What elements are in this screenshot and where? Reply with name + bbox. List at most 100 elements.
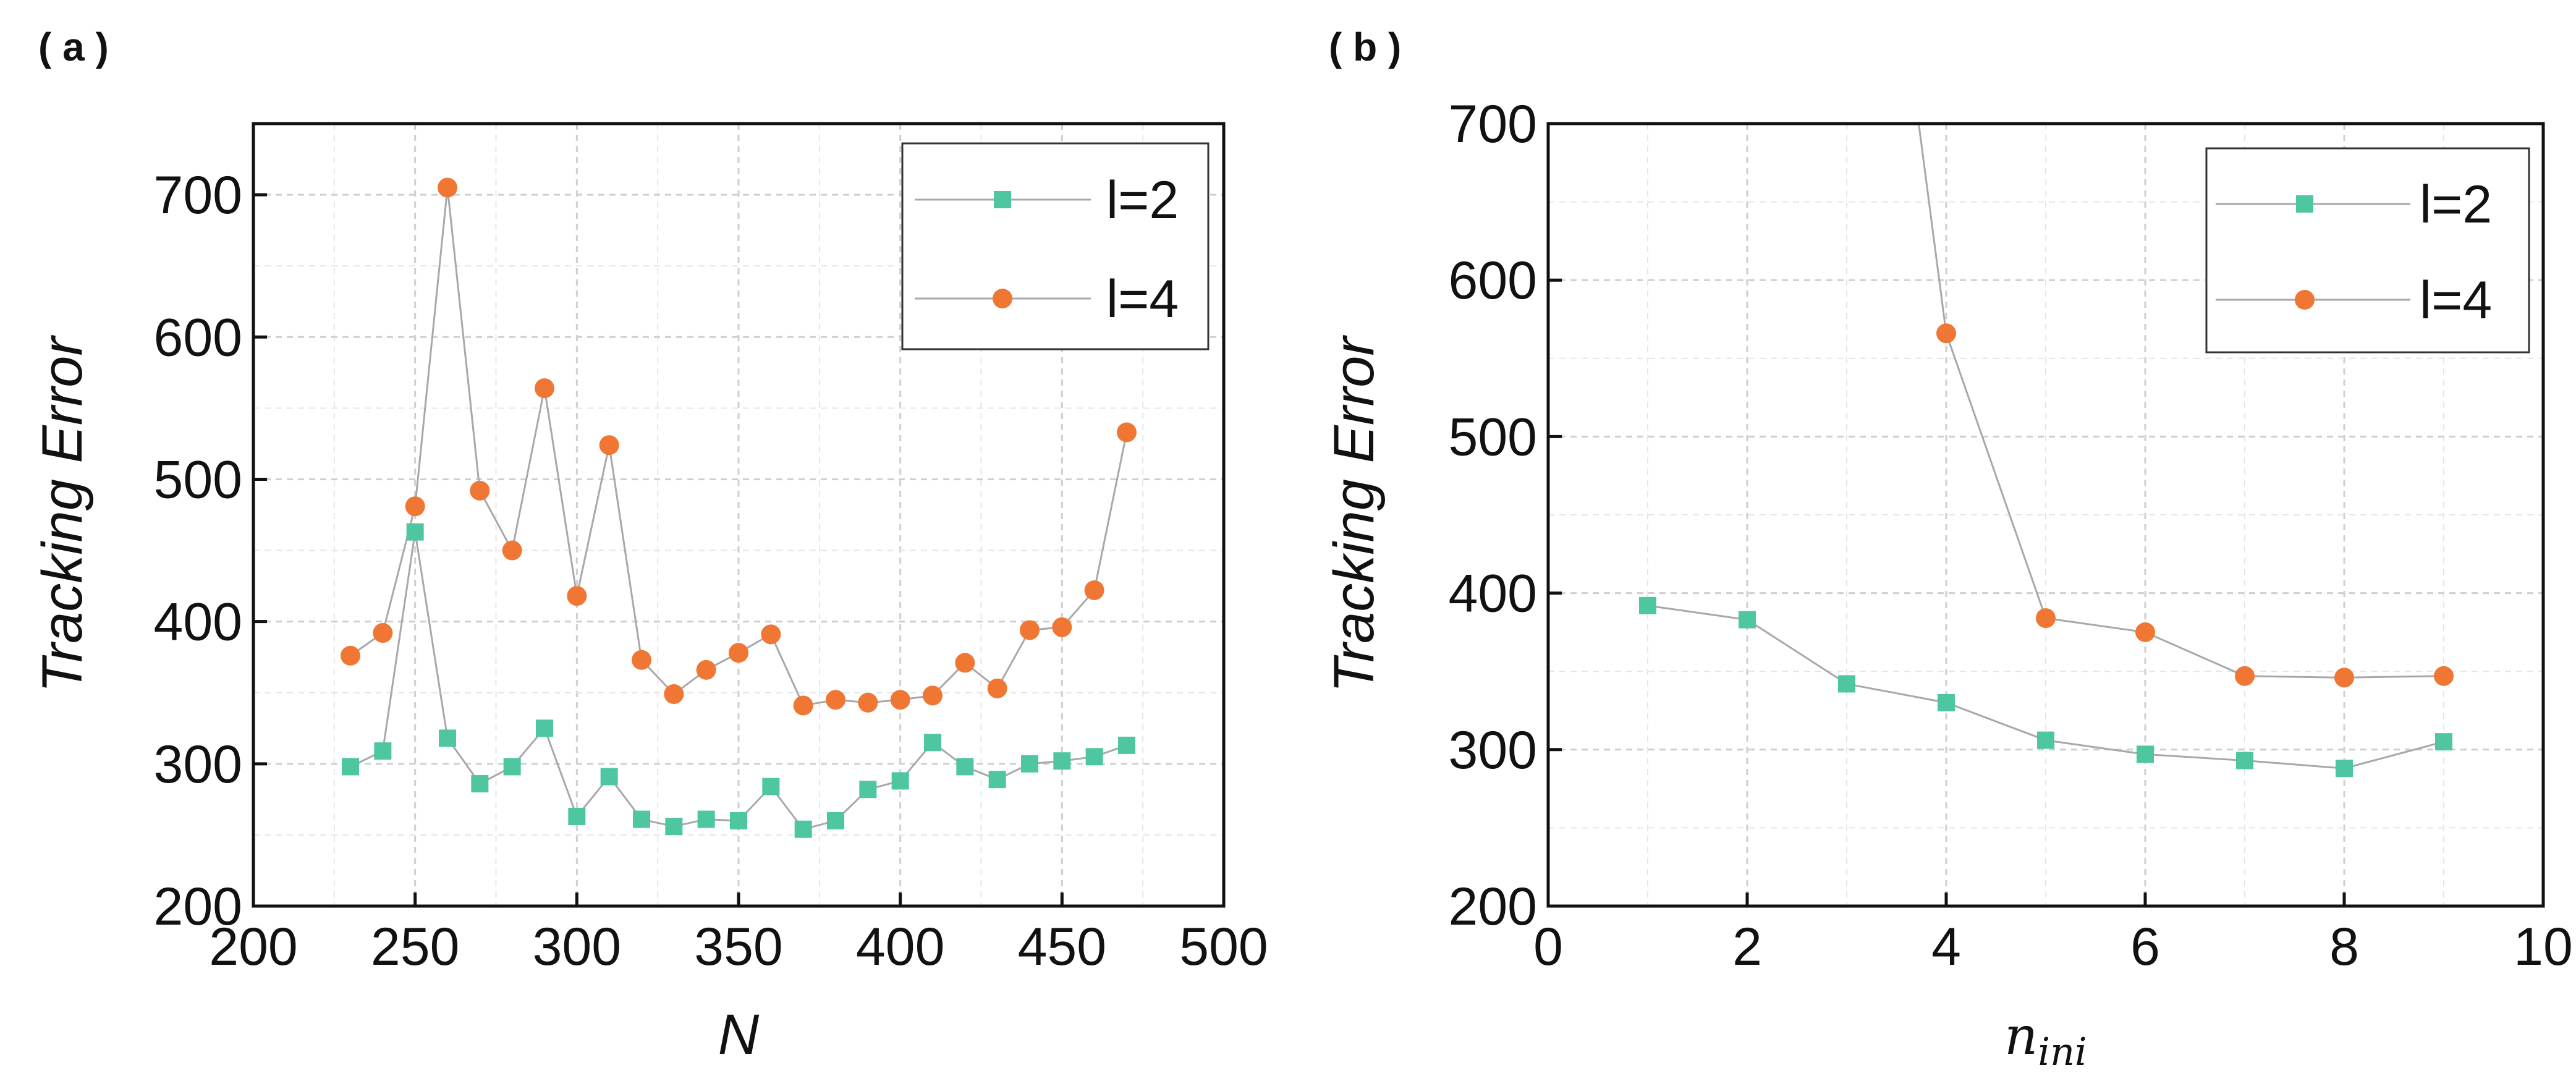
y-tick-label: 300 xyxy=(154,735,243,794)
data-point-l2 xyxy=(762,778,780,795)
y-tick-label: 400 xyxy=(1449,564,1538,624)
panel-a-legend-marker-l2 xyxy=(994,191,1011,208)
data-point-l2 xyxy=(891,772,909,790)
panel-b-legend-marker-l4 xyxy=(2295,290,2315,310)
data-point-l2 xyxy=(1118,736,1135,754)
data-point-l2 xyxy=(633,810,650,828)
data-point-l4 xyxy=(729,643,748,663)
data-point-l2 xyxy=(2435,733,2452,751)
data-point-l4 xyxy=(826,690,845,710)
data-point-l4 xyxy=(2036,608,2056,629)
data-point-l4 xyxy=(599,435,619,456)
data-point-l2 xyxy=(665,818,683,836)
panel-b-plot-frame xyxy=(1546,122,2545,908)
panel-a-legend-frame xyxy=(901,142,1210,350)
data-point-l2 xyxy=(1021,755,1038,773)
data-point-l4 xyxy=(923,685,943,706)
data-point-l4 xyxy=(1936,323,1956,344)
data-point-l4 xyxy=(664,684,684,705)
panel-a-ticks xyxy=(252,193,1226,908)
data-point-l2 xyxy=(600,768,618,786)
y-tick-label: 500 xyxy=(1449,407,1538,467)
data-point-l4 xyxy=(890,690,910,710)
data-point-l4 xyxy=(858,692,878,713)
data-point-l4 xyxy=(535,378,554,399)
data-point-l4 xyxy=(793,695,813,716)
data-point-l2 xyxy=(374,742,392,760)
data-point-l2 xyxy=(342,758,359,776)
y-tick-label: 400 xyxy=(154,593,243,652)
y-tick-label: 600 xyxy=(1449,251,1538,310)
panel-a-legend: l=2 l=4 xyxy=(901,142,1210,350)
data-point-l4 xyxy=(632,650,651,670)
data-point-l4 xyxy=(1084,580,1104,600)
y-tick-label: 200 xyxy=(1449,877,1538,936)
x-tick-label: 0 xyxy=(1533,917,1563,977)
data-point-l4 xyxy=(567,586,587,606)
x-tick-label: 2 xyxy=(1732,917,1762,977)
y-tick-label: 700 xyxy=(154,166,243,225)
data-point-l2 xyxy=(956,758,974,776)
data-point-l2 xyxy=(503,758,521,776)
y-tick-label: 700 xyxy=(1449,95,1538,154)
x-tick-label: 500 xyxy=(1179,917,1268,977)
panel-b-legend-label-l2: l=2 xyxy=(2420,175,2492,234)
data-point-l2 xyxy=(730,812,747,829)
data-point-l2 xyxy=(1085,748,1103,766)
panel-b-x-axis-title-base: n xyxy=(2004,1006,2038,1066)
data-point-l2 xyxy=(2336,760,2353,778)
data-point-l4 xyxy=(696,659,716,680)
data-point-l4 xyxy=(1052,617,1072,637)
data-point-l4 xyxy=(2334,668,2354,688)
x-tick-label: 250 xyxy=(371,917,460,977)
y-tick-label: 300 xyxy=(1449,721,1538,780)
data-point-l2 xyxy=(1938,693,1955,711)
data-point-l2 xyxy=(2037,731,2054,749)
x-tick-label: 6 xyxy=(2130,917,2160,977)
x-tick-label: 200 xyxy=(209,917,298,977)
data-point-l4 xyxy=(955,653,975,673)
x-tick-label: 4 xyxy=(1931,917,1961,977)
panel-b-legend-label-l4: l=4 xyxy=(2420,271,2492,330)
panel-b-legend-frame xyxy=(2205,147,2530,354)
data-point-l2 xyxy=(2236,752,2253,769)
data-point-l4 xyxy=(1117,422,1137,443)
data-point-l2 xyxy=(859,781,877,799)
x-tick-label: 400 xyxy=(856,917,945,977)
panel-a-label: ( a ) xyxy=(38,25,109,69)
data-point-l2 xyxy=(988,771,1006,789)
data-point-l2 xyxy=(568,807,586,825)
data-point-l2 xyxy=(406,523,424,541)
data-point-l4 xyxy=(2235,666,2255,686)
data-point-l2 xyxy=(1639,596,1656,614)
panel-b-ticks xyxy=(1546,122,2545,908)
data-point-l2 xyxy=(827,812,844,829)
panel-a-x-axis-title: N xyxy=(718,1003,760,1066)
data-point-l4 xyxy=(2434,666,2454,686)
data-point-l2 xyxy=(697,810,715,828)
data-point-l4 xyxy=(2135,622,2155,642)
panel-a: ( a ) 200 250 300 350 400 450 500 200 300 400 500… xyxy=(31,25,1268,1066)
panel-a-legend-label-l2: l=2 xyxy=(1106,171,1179,230)
panel-b-legend: l=2 l=4 xyxy=(2205,147,2530,354)
y-tick-label: 600 xyxy=(154,308,243,367)
panel-a-grid xyxy=(253,124,1224,906)
x-tick-label: 350 xyxy=(694,917,783,977)
data-point-l4 xyxy=(987,678,1007,698)
y-tick-label: 500 xyxy=(154,450,243,509)
panel-b-x-axis-title: nini xyxy=(2004,1006,2087,1074)
data-point-l2 xyxy=(1053,752,1071,770)
data-point-l4 xyxy=(405,496,425,517)
panel-b-label: ( b ) xyxy=(1329,25,1401,69)
panel-a-legend-label-l4: l=4 xyxy=(1106,269,1179,329)
y-tick-label: 200 xyxy=(154,877,243,936)
data-point-l4 xyxy=(470,480,490,501)
data-point-l2 xyxy=(536,719,553,737)
data-point-l2 xyxy=(1838,675,1855,693)
x-tick-label: 300 xyxy=(533,917,622,977)
data-point-l2 xyxy=(924,734,941,752)
panel-a-legend-marker-l4 xyxy=(993,289,1012,308)
data-point-l4 xyxy=(373,623,393,643)
x-tick-label: 10 xyxy=(2514,917,2573,977)
